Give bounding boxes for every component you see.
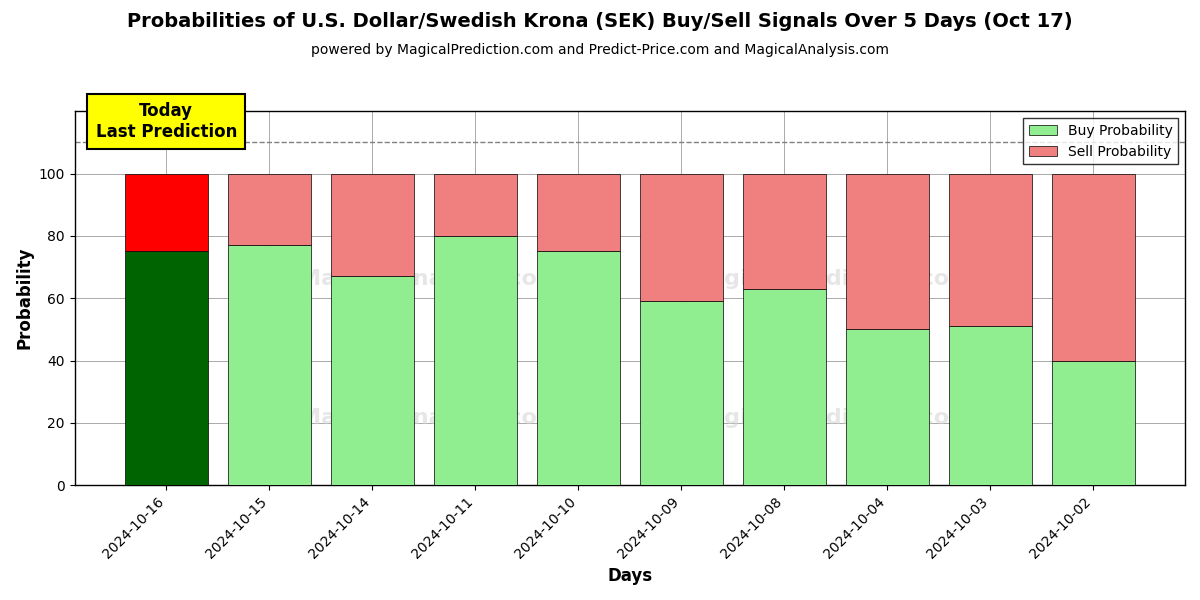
Bar xyxy=(846,173,929,329)
Bar xyxy=(125,251,208,485)
Bar xyxy=(538,251,619,485)
Y-axis label: Probability: Probability xyxy=(16,247,34,349)
Text: MagicalPrediction.com: MagicalPrediction.com xyxy=(688,269,972,289)
Bar xyxy=(538,173,619,251)
Text: MagicalAnalysis.com: MagicalAnalysis.com xyxy=(300,408,560,428)
Bar xyxy=(228,245,311,485)
Bar xyxy=(640,301,722,485)
Bar xyxy=(640,173,722,301)
Text: MagicalPrediction.com: MagicalPrediction.com xyxy=(688,408,972,428)
Bar xyxy=(228,173,311,245)
Bar xyxy=(434,236,516,485)
Bar xyxy=(949,326,1032,485)
Bar xyxy=(331,277,414,485)
X-axis label: Days: Days xyxy=(607,567,653,585)
Legend: Buy Probability, Sell Probability: Buy Probability, Sell Probability xyxy=(1024,118,1178,164)
Bar xyxy=(125,173,208,251)
Bar xyxy=(743,173,826,289)
Bar xyxy=(1052,173,1134,361)
Bar xyxy=(1052,361,1134,485)
Text: powered by MagicalPrediction.com and Predict-Price.com and MagicalAnalysis.com: powered by MagicalPrediction.com and Pre… xyxy=(311,43,889,57)
Bar xyxy=(434,173,516,236)
Text: Probabilities of U.S. Dollar/Swedish Krona (SEK) Buy/Sell Signals Over 5 Days (O: Probabilities of U.S. Dollar/Swedish Kro… xyxy=(127,12,1073,31)
Text: Today
Last Prediction: Today Last Prediction xyxy=(96,102,238,141)
Text: MagicalAnalysis.com: MagicalAnalysis.com xyxy=(300,269,560,289)
Bar xyxy=(331,173,414,277)
Bar xyxy=(846,329,929,485)
Bar xyxy=(743,289,826,485)
Bar xyxy=(949,173,1032,326)
